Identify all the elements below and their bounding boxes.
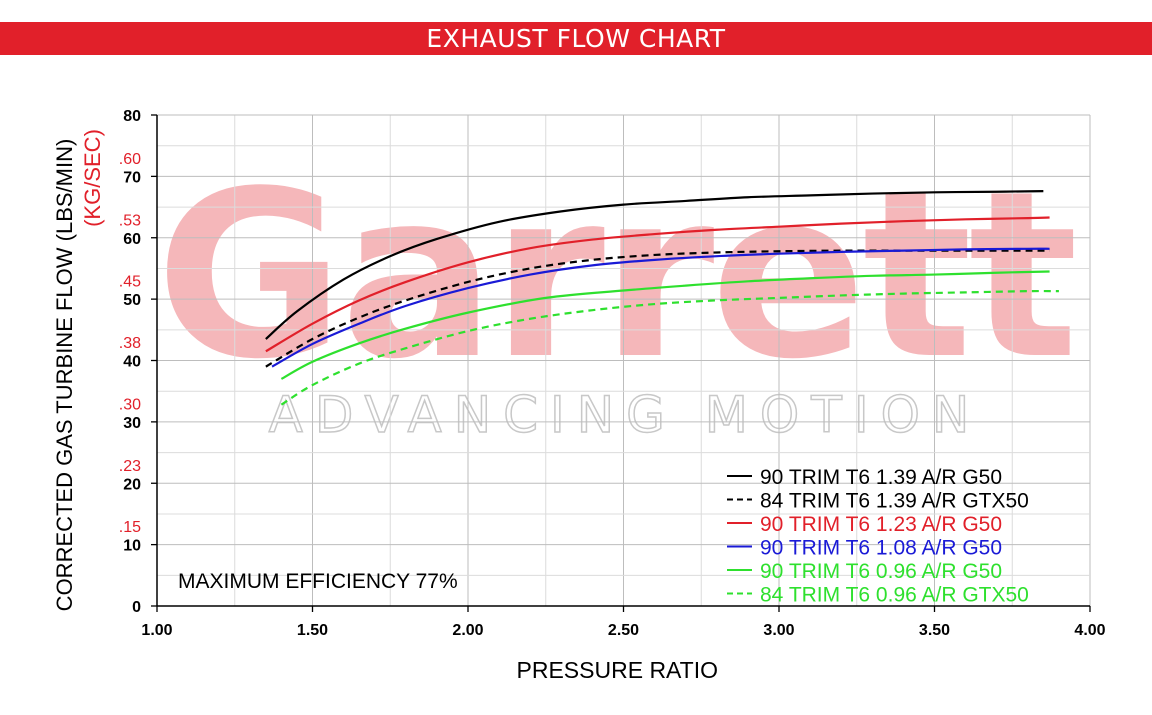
x-axis-label: PRESSURE RATIO <box>517 657 719 683</box>
y-secondary-tick-label: .38 <box>119 335 141 352</box>
axes: 1.00 1.50 2.00 2.50 3.00 3.50 4.00 0 10 20 30 40 50 6… <box>119 108 1106 639</box>
series-lines <box>265 190 1059 406</box>
y-tick-label: 10 <box>123 538 141 555</box>
y-tick-label: 50 <box>123 292 141 309</box>
legend-label-6: 84 TRIM T6 0.96 A/R GTX50 <box>760 584 1029 607</box>
labels: PRESSURE RATIO CORRECTED GAS TURBINE FLOW… <box>52 129 718 683</box>
y-secondary-tick-label: .60 <box>119 151 141 168</box>
watermark-tagline: ADVANCING MOTION <box>269 386 982 444</box>
legend-label-4: 90 TRIM T6 1.08 A/R G50 <box>760 537 1002 560</box>
y-secondary-tick-label: .45 <box>119 274 141 291</box>
series-line-6 <box>280 289 1059 406</box>
y-tick-label: 20 <box>123 476 141 493</box>
x-tick-label: 1.50 <box>297 622 328 639</box>
series-line-5 <box>280 270 1050 380</box>
y-secondary-tick-label: .23 <box>119 458 141 475</box>
legend-label-5: 90 TRIM T6 0.96 A/R G50 <box>760 560 1002 583</box>
series-line-4 <box>271 247 1050 368</box>
y-tick-label: 0 <box>132 599 141 616</box>
chart-title: EXHAUST FLOW CHART <box>426 24 726 53</box>
legend-label-1: 90 TRIM T6 1.39 A/R G50 <box>760 466 1002 489</box>
y-tick-label: 70 <box>123 169 141 186</box>
x-tick-label: 3.50 <box>919 622 950 639</box>
x-tick-label: 3.00 <box>763 622 794 639</box>
y-secondary-tick-label: .30 <box>119 396 141 413</box>
x-tick-label: 4.00 <box>1074 622 1105 639</box>
legend-label-3: 90 TRIM T6 1.23 A/R G50 <box>760 513 1002 536</box>
x-tick-label: 2.00 <box>452 622 483 639</box>
y-tick-label: 60 <box>123 231 141 248</box>
series-line-3 <box>265 216 1050 353</box>
y-axis-secondary-label: (KG/SEC) <box>80 129 105 227</box>
y-secondary-tick-label: .53 <box>119 212 141 229</box>
x-tick-label: 1.00 <box>141 622 172 639</box>
watermark-brand: Garrett <box>156 143 1075 410</box>
y-axis-label: CORRECTED GAS TURBINE FLOW (LBS/MIN) <box>52 139 77 612</box>
series-line-1 <box>265 190 1044 340</box>
y-secondary-tick-label: .15 <box>119 519 141 536</box>
legend-label-2: 84 TRIM T6 1.39 A/R GTX50 <box>760 490 1029 513</box>
title-banner: EXHAUST FLOW CHART <box>0 22 1152 55</box>
y-tick-label: 30 <box>123 415 141 432</box>
y-tick-label: 80 <box>123 108 141 125</box>
x-tick-label: 2.50 <box>608 622 639 639</box>
y-tick-label: 40 <box>123 354 141 371</box>
annotation-max-efficiency: MAXIMUM EFFICIENCY 77% <box>178 570 458 593</box>
